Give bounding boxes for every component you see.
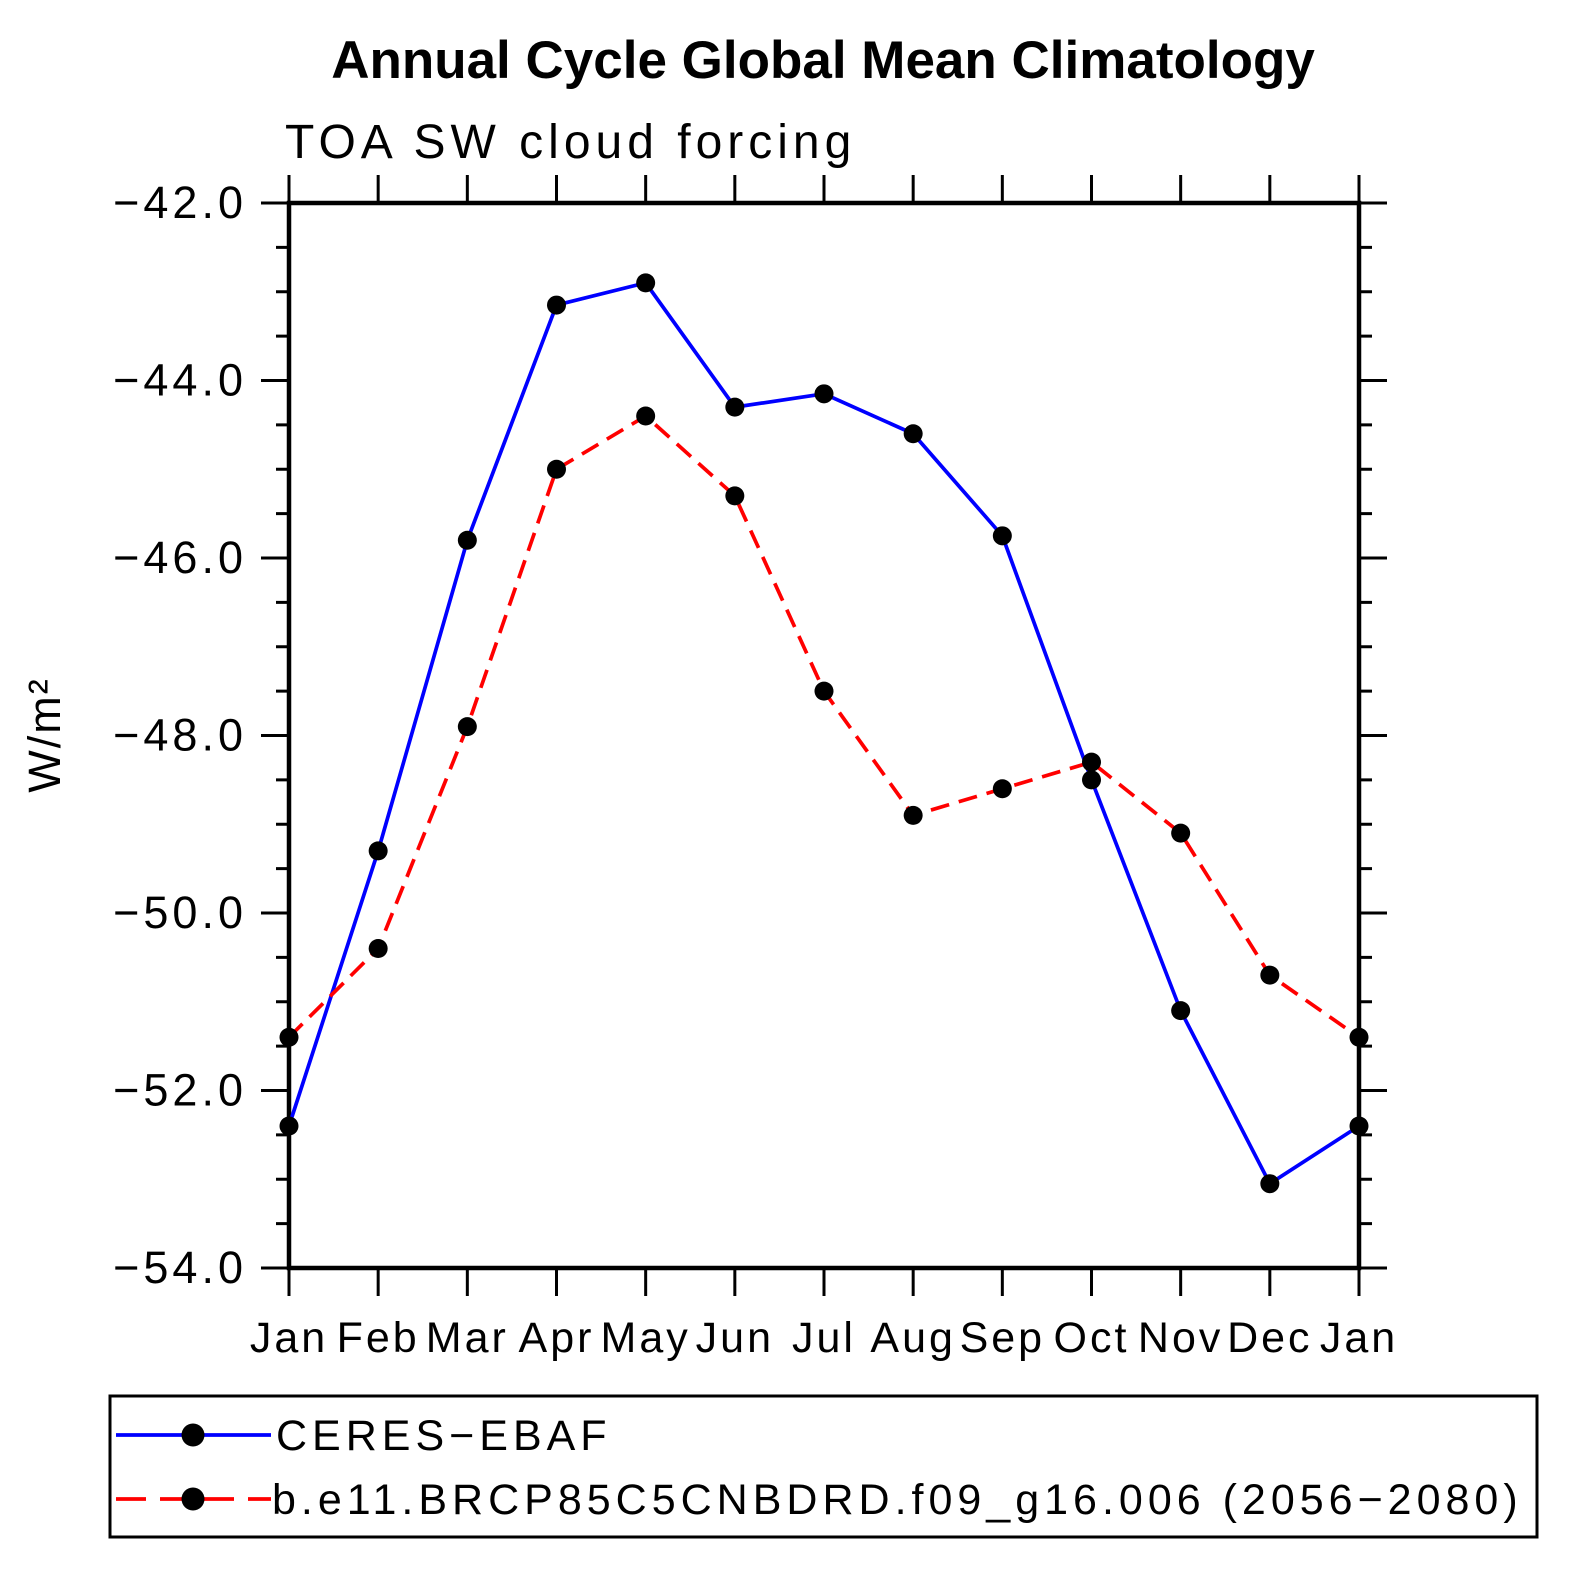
legend-label-0: CERES−EBAF xyxy=(276,1412,612,1460)
y-tick-label: −42.0 xyxy=(113,177,247,228)
data-point-s0-Mar xyxy=(457,530,477,550)
legend-label-1: b.e11.BRCP85C5CNBDRD.f09_g16.006 (2056−2… xyxy=(272,1476,1523,1524)
legend-item-ceres: CERES−EBAF xyxy=(116,1412,612,1460)
x-tick-label: Sep xyxy=(960,1314,1046,1362)
y-axis-title: W/m² xyxy=(19,677,70,792)
axis-box xyxy=(286,200,1362,1271)
legend-marker-1 xyxy=(181,1487,205,1511)
data-point-s0-Jul xyxy=(814,384,834,404)
data-point-s0-Sep xyxy=(992,526,1012,546)
data-point-s0-Nov xyxy=(1171,1001,1191,1021)
x-tick-label: Jan xyxy=(1320,1314,1398,1362)
data-point-s1-Dec xyxy=(1260,965,1280,985)
y-tick-label: −50.0 xyxy=(113,887,247,938)
x-tick-label: Jan xyxy=(250,1314,328,1362)
legend: CERES−EBAF b.e11.BRCP85C5CNBDRD.f09_g16.… xyxy=(108,1394,1539,1539)
x-tick-label: Jul xyxy=(792,1314,856,1362)
data-point-s0-Feb xyxy=(368,841,388,861)
x-tick-label: Mar xyxy=(426,1314,509,1362)
x-tick-label: Jun xyxy=(696,1314,774,1362)
y-tick-label: −52.0 xyxy=(113,1065,247,1116)
data-point-s1-Jul xyxy=(814,681,834,701)
y-tick-label: −54.0 xyxy=(113,1242,247,1293)
x-tick-label: Oct xyxy=(1054,1314,1130,1362)
x-tick-label: May xyxy=(601,1314,691,1362)
x-tick-label: Apr xyxy=(519,1314,595,1362)
series-line-0 xyxy=(287,281,1361,1186)
data-point-s0-Oct xyxy=(1082,770,1101,790)
data-point-s1-Sep xyxy=(992,779,1012,799)
data-point-s0-Aug xyxy=(903,424,923,444)
data-point-s1-Jan xyxy=(279,1027,299,1047)
plot-area: Jan Feb Mar Apr May Jun Jul Aug Sep Oct Nov Dec Jan−… xyxy=(113,175,1398,1362)
data-point-s0-Jun xyxy=(725,397,745,417)
data-point-s1-May xyxy=(636,406,656,426)
data-point-s1-Jun xyxy=(725,486,745,506)
data-point-s0-Jan xyxy=(1349,1116,1369,1136)
y-tick-label: −46.0 xyxy=(113,532,247,583)
x-tick-label: Aug xyxy=(870,1314,956,1362)
series-line-1 xyxy=(287,414,1361,1039)
data-point-s0-Apr xyxy=(547,295,566,315)
x-tick-label: Dec xyxy=(1227,1314,1312,1362)
legend-item-model: b.e11.BRCP85C5CNBDRD.f09_g16.006 (2056−2… xyxy=(116,1476,1523,1524)
chart-subtitle: TOA SW cloud forcing xyxy=(285,116,856,169)
data-point-s1-Aug xyxy=(903,805,923,825)
data-point-s1-Jan xyxy=(1349,1027,1369,1047)
data-point-s1-Apr xyxy=(547,459,566,479)
x-tick-label: Nov xyxy=(1138,1314,1223,1362)
legend-box xyxy=(108,1394,1539,1539)
data-point-s0-Jan xyxy=(279,1116,299,1136)
x-tick-label: Feb xyxy=(337,1314,420,1362)
data-point-s1-Feb xyxy=(368,939,388,958)
data-point-s1-Oct xyxy=(1082,752,1101,772)
data-point-s0-May xyxy=(636,273,656,293)
y-tick-label: −48.0 xyxy=(113,710,247,761)
data-point-s1-Mar xyxy=(457,717,477,737)
data-point-s0-Dec xyxy=(1260,1174,1280,1194)
chart-title: Annual Cycle Global Mean Climatology xyxy=(331,31,1315,90)
legend-marker-0 xyxy=(181,1423,205,1447)
y-tick-label: −44.0 xyxy=(113,355,247,406)
data-point-s1-Nov xyxy=(1171,823,1191,843)
